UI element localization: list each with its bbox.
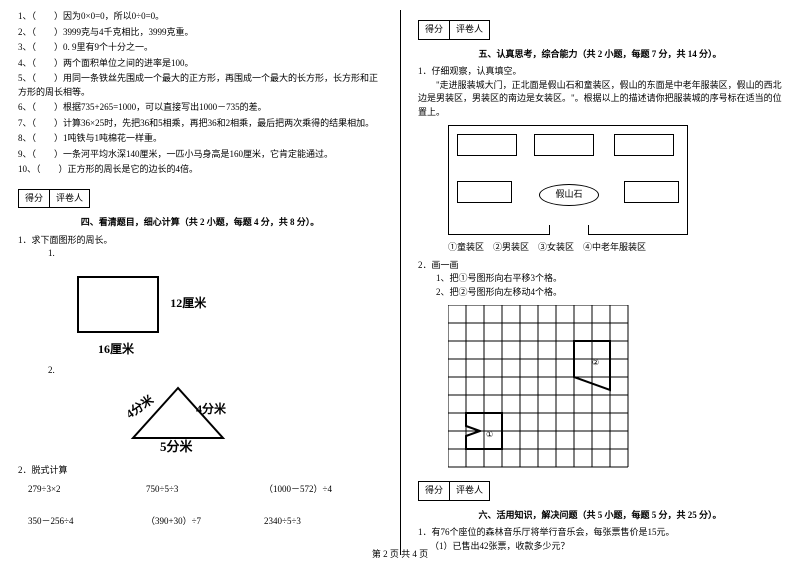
score-label: 得分: [419, 21, 450, 39]
rock-oval: 假山石: [539, 184, 599, 206]
sub-1: 1.: [48, 247, 382, 261]
score-label: 得分: [19, 190, 50, 208]
score-box: 得分 评卷人: [418, 20, 490, 40]
grader-label: 评卷人: [450, 21, 489, 39]
rock-label: 假山石: [555, 188, 582, 202]
calc-row-1: 279÷3×2 750÷5÷3 （1000－572）÷4: [28, 483, 382, 497]
tf-item: 10、（ ）正方形的周长是它的边长的4倍。: [18, 163, 382, 177]
tf-item: 1、（ ）因为0×0=0，所以0÷0=0。: [18, 10, 382, 24]
score-box: 得分 评卷人: [418, 481, 490, 501]
tf-text: （ ）因为0×0=0，所以0÷0=0。: [32, 11, 165, 21]
tf-text: （ ）正方形的周长是它的边长的4倍。: [36, 164, 198, 174]
score-box: 得分 评卷人: [18, 189, 90, 209]
rectangle-figure: 12厘米 16厘米: [68, 267, 382, 358]
legend: ①童装区 ②男装区 ③女装区 ④中老年服装区: [448, 241, 782, 255]
question-2: 2．脱式计算: [18, 464, 382, 478]
tf-item: 6、（ ）根据735+265=1000，可以直接写出1000－735的差。: [18, 101, 382, 115]
calc-item: （390+30）÷7: [146, 515, 264, 529]
q5-2a: 1、把①号图形向右平移3个格。: [418, 272, 782, 286]
tf-text: （ ）一条河平均水深140厘米，一匹小马身高是160厘米，它肯定能通过。: [32, 149, 334, 159]
shape-2-label: ②: [592, 357, 599, 369]
calc-row-2: 350－256÷4 （390+30）÷7 2340÷5÷3: [28, 515, 382, 529]
triangle-figure: 4分米 4分米 5分米: [118, 383, 382, 458]
tf-item: 3、（ ）0. 9里有9个十分之一。: [18, 41, 382, 55]
sub-2: 2.: [48, 364, 382, 378]
tf-item: 7、（ ）计算36×25时，先把36和5相乘，再把36和2相乘，最后把两次乘得的…: [18, 117, 382, 131]
score-label: 得分: [419, 482, 450, 500]
left-column: 1、（ ）因为0×0=0，所以0÷0=0。 2、（ ）3999克与4千克相比，3…: [0, 0, 400, 540]
calc-item: 2340÷5÷3: [264, 515, 382, 529]
rect-height-label: 12厘米: [170, 296, 206, 310]
rock-diagram: 假山石: [448, 125, 688, 235]
grid-figure: ① ②: [448, 305, 628, 465]
q5-1-text: "走进服装城大门，正北面是假山石和童装区，假山的东面是中老年服装区，假山的西北边…: [418, 79, 782, 120]
calc-item: 279÷3×2: [28, 483, 146, 497]
tf-text: （ ）根据735+265=1000，可以直接写出1000－735的差。: [32, 102, 267, 112]
tf-text: （ ）用同一条铁丝先围成一个最大的正方形，再围成一个最大的长方形，长方形和正方形…: [18, 73, 378, 97]
tf-text: （ ）3999克与4千克相比，3999克重。: [32, 27, 194, 37]
right-column: 得分 评卷人 五、认真思考，综合能力（共 2 小题，每题 7 分，共 14 分）…: [400, 0, 800, 540]
tf-item: 5、（ ）用同一条铁丝先围成一个最大的正方形，再围成一个最大的长方形，长方形和正…: [18, 72, 382, 99]
tf-item: 9、（ ）一条河平均水深140厘米，一匹小马身高是160厘米，它肯定能通过。: [18, 148, 382, 162]
grader-label: 评卷人: [50, 190, 89, 208]
section-4-title: 四、看清题目，细心计算（共 2 小题，每题 4 分，共 8 分）。: [18, 216, 382, 230]
page-footer: 第 2 页 共 4 页: [0, 548, 800, 562]
section-5-title: 五、认真思考，综合能力（共 2 小题，每题 7 分，共 14 分）。: [418, 48, 782, 62]
question-1: 1．求下面图形的周长。: [18, 234, 382, 248]
tf-item: 2、（ ）3999克与4千克相比，3999克重。: [18, 26, 382, 40]
tf-text: （ ）1吨铁与1吨棉花一样重。: [32, 133, 163, 143]
tri-side-c: 5分米: [160, 439, 194, 453]
tri-side-b: 4分米: [196, 401, 227, 416]
q5-2b: 2、把②号图形向左移动4个格。: [418, 286, 782, 300]
tf-item: 4、（ ）两个面积单位之间的进率是100。: [18, 57, 382, 71]
tf-text: （ ）计算36×25时，先把36和5相乘，再把36和2相乘，最后把两次乘得的结果…: [32, 118, 375, 128]
tf-text: （ ）两个面积单位之间的进率是100。: [32, 58, 194, 68]
q5-2: 2．画一画: [418, 259, 782, 273]
calc-item: （1000－572）÷4: [264, 483, 382, 497]
column-divider: [400, 10, 401, 555]
calc-item: 350－256÷4: [28, 515, 146, 529]
tf-text: （ ）0. 9里有9个十分之一。: [32, 42, 154, 52]
grader-label: 评卷人: [450, 482, 489, 500]
q6-1: 1．有76个座位的森林音乐厅将举行音乐会，每张票售价是15元。: [418, 526, 782, 540]
tf-item: 8、（ ）1吨铁与1吨棉花一样重。: [18, 132, 382, 146]
calc-item: 750÷5÷3: [146, 483, 264, 497]
section-6-title: 六、活用知识，解决问题（共 5 小题，每题 5 分，共 25 分）。: [418, 509, 782, 523]
grid-svg: [448, 305, 629, 468]
q5-1: 1．仔细观察，认真填空。: [418, 65, 782, 79]
shape-1-label: ①: [486, 429, 493, 441]
